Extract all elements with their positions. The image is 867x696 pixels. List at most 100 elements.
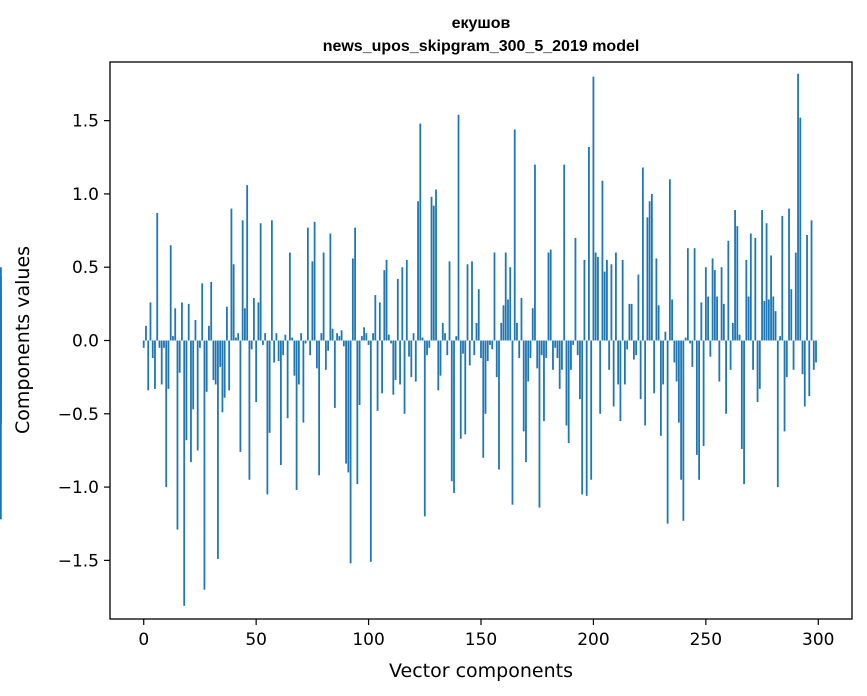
bar: [167, 340, 170, 389]
bar: [212, 340, 215, 381]
bar: [250, 340, 253, 350]
bar: [432, 205, 435, 341]
bar: [381, 340, 383, 394]
bar: [700, 302, 703, 341]
bar: [534, 164, 536, 341]
bar: [511, 340, 514, 505]
bar: [808, 340, 811, 397]
bar: [277, 340, 280, 362]
bar: [648, 201, 651, 341]
bar: [253, 297, 255, 341]
bar: [336, 333, 338, 341]
bar: [430, 196, 433, 341]
bar: [491, 340, 494, 350]
bar: [594, 252, 597, 341]
bar: [354, 227, 356, 341]
bar: [304, 340, 307, 344]
bar: [716, 296, 718, 341]
bar: [693, 248, 696, 341]
bar: [318, 340, 321, 476]
x-tick-label: 300: [802, 630, 834, 650]
bar: [504, 252, 507, 341]
bar: [288, 252, 291, 341]
bar: [313, 221, 316, 341]
bar: [275, 333, 278, 341]
bar: [583, 259, 586, 341]
bar: [770, 255, 772, 341]
bar: [306, 227, 309, 341]
bar: [752, 340, 754, 370]
bar: [390, 340, 392, 344]
bar: [262, 340, 264, 345]
bar: [572, 340, 575, 345]
y-axis-label: Components values: [12, 246, 34, 434]
bar: [803, 340, 806, 407]
bar: [657, 305, 660, 341]
bar: [300, 333, 303, 341]
bar: [626, 340, 629, 350]
bar: [664, 331, 667, 341]
bar: [666, 340, 669, 524]
bar: [543, 340, 545, 422]
bar: [205, 340, 208, 392]
y-tick-label: 0.0: [72, 332, 99, 352]
bar: [284, 334, 287, 341]
bar: [0, 289, 2, 341]
bar: [383, 270, 386, 341]
bar: [410, 340, 413, 378]
bar: [500, 322, 503, 341]
bar: [698, 340, 700, 480]
bar: [468, 340, 471, 366]
bar: [677, 340, 680, 423]
bar: [538, 340, 541, 508]
bar: [801, 340, 804, 375]
bar: [570, 340, 572, 370]
bar: [324, 340, 327, 370]
chart-title-line-2: news_upos_skipgram_300_5_2019 model: [323, 38, 640, 55]
x-tick-label: 250: [690, 630, 722, 650]
bar: [513, 129, 516, 341]
x-tick-label: 50: [245, 630, 267, 650]
bar: [516, 322, 518, 341]
bar: [270, 220, 273, 341]
bar: [160, 340, 163, 385]
bar: [439, 340, 442, 376]
bar: [349, 340, 352, 564]
bar: [405, 259, 408, 341]
bar: [588, 147, 590, 341]
bar: [459, 340, 462, 439]
bar: [320, 333, 323, 341]
bar: [176, 340, 179, 530]
bar: [401, 267, 404, 341]
bar: [302, 340, 305, 423]
bar: [617, 340, 620, 385]
bar: [244, 308, 246, 341]
bar: [403, 340, 406, 414]
bar: [686, 248, 689, 341]
bar: [745, 259, 748, 341]
bar: [675, 340, 678, 382]
bar: [489, 340, 491, 345]
bar: [671, 299, 674, 341]
bar: [331, 328, 334, 341]
bar: [565, 340, 568, 426]
bar: [621, 259, 624, 341]
bar: [399, 340, 401, 385]
bar: [201, 283, 204, 341]
bar: [754, 237, 757, 341]
bar: [812, 340, 815, 370]
bar: [815, 340, 817, 363]
bar: [493, 252, 496, 341]
bar: [545, 340, 548, 359]
bar: [556, 340, 559, 359]
bar: [747, 296, 750, 341]
bar: [554, 340, 557, 348]
bar: [520, 297, 523, 341]
bar: [181, 302, 183, 341]
bar: [612, 340, 615, 407]
bar: [156, 212, 159, 341]
bar: [729, 340, 732, 370]
axis-ticks: 0 50 100 150 200 250 300 −1.5 −1.0 −0.5 0.0 0.5 1.0 1…: [58, 112, 835, 650]
bar: [457, 114, 460, 341]
